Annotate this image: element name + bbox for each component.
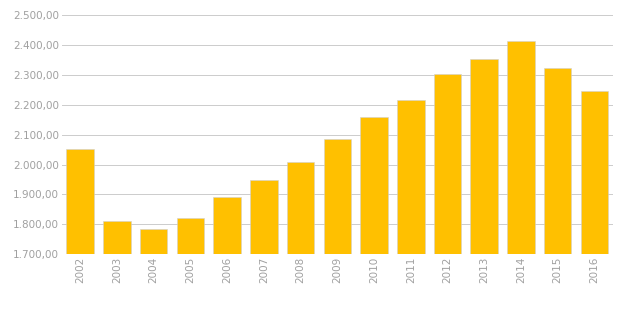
Bar — [544, 68, 571, 310]
Bar — [324, 139, 351, 310]
Bar — [287, 162, 314, 310]
Bar — [103, 221, 131, 310]
Bar — [250, 179, 278, 310]
Bar — [434, 73, 461, 310]
Bar — [470, 60, 498, 310]
Bar — [360, 117, 388, 310]
Bar — [397, 100, 425, 310]
Bar — [214, 197, 241, 310]
Bar — [176, 218, 204, 310]
Bar — [140, 229, 168, 310]
Bar — [581, 91, 608, 310]
Bar — [66, 149, 94, 310]
Bar — [507, 41, 535, 310]
